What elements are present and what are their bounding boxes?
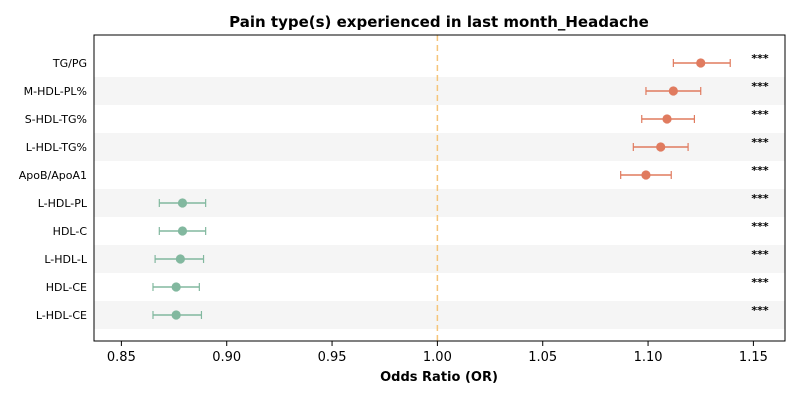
- data-row: [645, 86, 702, 96]
- or-point: [171, 310, 181, 320]
- category-labels: TG/PG M-HDL-PL% S-HDL-TG% L-HDL-TG% ApoB/Apo…: [19, 57, 88, 322]
- x-tick-label: 1.05: [528, 350, 557, 365]
- category-label: L-HDL-TG%: [26, 141, 87, 154]
- significance-label: ***: [751, 304, 769, 317]
- significance-label: ***: [751, 248, 769, 261]
- row-band: [94, 189, 785, 217]
- x-tick-label: 1.00: [423, 350, 452, 365]
- data-row: [152, 310, 203, 320]
- or-point: [177, 226, 188, 236]
- or-point: [662, 114, 672, 124]
- category-label: L-HDL-PL: [38, 197, 88, 210]
- row-band: [94, 245, 785, 273]
- category-label: TG/PG: [52, 57, 87, 70]
- data-row: [158, 198, 207, 208]
- significance-label: ***: [751, 52, 769, 65]
- or-point: [668, 86, 678, 96]
- data-marks: [152, 58, 731, 320]
- data-row: [154, 254, 205, 264]
- data-row: [672, 58, 731, 68]
- x-tick-label: 1.15: [739, 350, 768, 365]
- data-row: [620, 170, 672, 180]
- significance-label: ***: [751, 80, 769, 93]
- category-label: L-HDL-CE: [36, 309, 87, 322]
- category-label: ApoB/ApoA1: [19, 169, 87, 182]
- significance-label: ***: [751, 136, 769, 149]
- category-label: S-HDL-TG%: [25, 113, 87, 126]
- data-row: [632, 142, 689, 152]
- or-point: [171, 282, 181, 292]
- x-tick-label: 0.95: [318, 350, 347, 365]
- category-label: HDL-C: [53, 225, 88, 238]
- chart-title: Pain type(s) experienced in last month_H…: [229, 13, 649, 31]
- data-row: [152, 282, 200, 292]
- category-label: HDL-CE: [46, 281, 87, 294]
- x-axis-label: Odds Ratio (OR): [380, 370, 498, 385]
- plot-frame: [93, 34, 786, 342]
- or-point: [641, 170, 651, 180]
- significance-label: ***: [751, 276, 769, 289]
- x-axis: 0.85 0.90 0.95 1.00 1.05 1.10 1.15: [107, 341, 768, 365]
- category-label: M-HDL-PL%: [24, 85, 87, 98]
- x-tick-label: 1.10: [634, 350, 663, 365]
- or-point: [696, 58, 706, 68]
- significance-label: ***: [751, 220, 769, 233]
- significance-label: ***: [751, 192, 769, 205]
- significance-label: ***: [751, 108, 769, 121]
- category-label: L-HDL-L: [44, 253, 88, 266]
- row-band: [94, 301, 785, 329]
- x-tick-label: 0.90: [212, 350, 241, 365]
- significance-label: ***: [751, 164, 769, 177]
- or-point: [656, 142, 666, 152]
- x-tick-label: 0.85: [107, 350, 136, 365]
- significance-labels: *** *** *** *** *** *** *** *** *** ***: [751, 52, 769, 317]
- or-point: [177, 198, 188, 208]
- data-row: [158, 226, 207, 236]
- data-row: [641, 114, 696, 124]
- or-point: [175, 254, 185, 264]
